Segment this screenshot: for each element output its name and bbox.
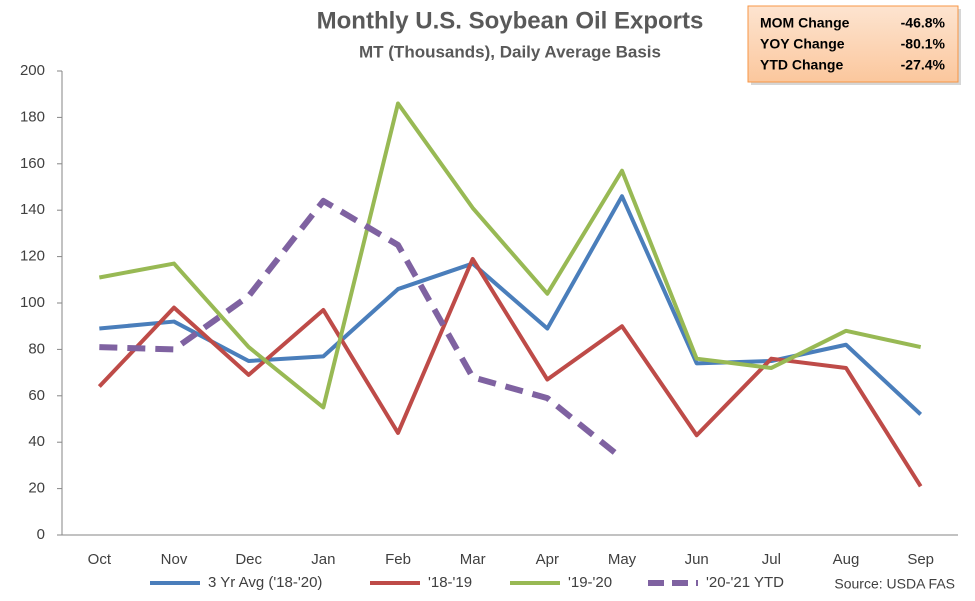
chart-title: Monthly U.S. Soybean Oil Exports bbox=[317, 7, 704, 34]
summary-label: YTD Change bbox=[760, 57, 843, 73]
y-tick-label: 80 bbox=[28, 340, 45, 357]
x-tick-label: May bbox=[608, 551, 637, 568]
legend-label: '18-'19 bbox=[428, 574, 472, 591]
series-line bbox=[99, 194, 923, 416]
y-tick-label: 140 bbox=[20, 201, 45, 218]
series-line bbox=[99, 197, 624, 461]
summary-box bbox=[747, 5, 959, 83]
x-tick-label: Oct bbox=[88, 551, 112, 568]
x-tick-label: Jun bbox=[685, 551, 709, 568]
x-tick-label: Aug bbox=[833, 551, 860, 568]
y-tick-label: 100 bbox=[20, 294, 45, 311]
chart-subtitle: MT (Thousands), Daily Average Basis bbox=[359, 42, 661, 61]
summary-value: -80.1% bbox=[901, 36, 946, 52]
x-tick-label: Mar bbox=[460, 551, 486, 568]
source: Source: USDA FAS bbox=[834, 576, 955, 592]
summary-label: YOY Change bbox=[760, 36, 845, 52]
legend-label: '20-'21 YTD bbox=[706, 574, 784, 591]
x-tick-label: Dec bbox=[235, 551, 262, 568]
x-tick-label: Jan bbox=[311, 551, 335, 568]
y-tick-label: 120 bbox=[20, 248, 45, 265]
legend-label: 3 Yr Avg ('18-'20) bbox=[208, 574, 322, 591]
x-tick-label: Apr bbox=[536, 551, 559, 568]
y-tick-label: 180 bbox=[20, 108, 45, 125]
y-tick-label: 160 bbox=[20, 155, 45, 172]
x-tick-label: Nov bbox=[161, 551, 188, 568]
series-line bbox=[98, 101, 922, 410]
y-tick-label: 40 bbox=[28, 433, 45, 450]
x-tick-label: Jul bbox=[762, 551, 781, 568]
y-tick-label: 20 bbox=[28, 480, 45, 497]
y-tick-label: 200 bbox=[20, 62, 45, 79]
x-tick-label: Feb bbox=[385, 551, 411, 568]
summary-label: MOM Change bbox=[760, 15, 850, 31]
summary-value: -46.8% bbox=[901, 15, 946, 31]
legend-label: '19-'20 bbox=[568, 574, 612, 591]
x-tick-label: Sep bbox=[907, 551, 934, 568]
y-tick-label: 0 bbox=[37, 526, 45, 543]
series-line bbox=[97, 256, 923, 488]
y-tick-label: 60 bbox=[28, 387, 45, 404]
summary-value: -27.4% bbox=[901, 57, 946, 73]
